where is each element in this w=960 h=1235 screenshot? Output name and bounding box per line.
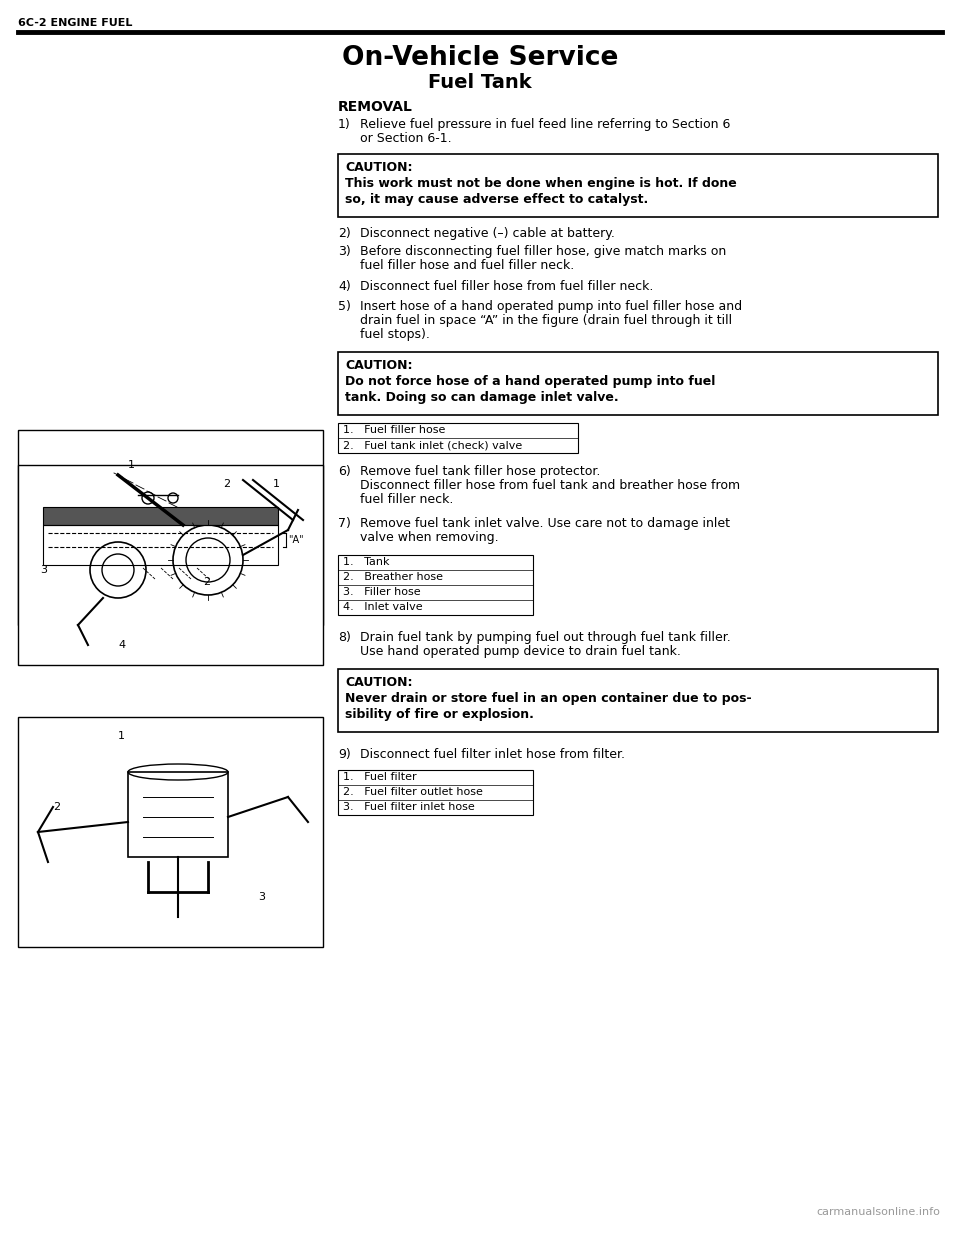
Text: so, it may cause adverse effect to catalyst.: so, it may cause adverse effect to catal… bbox=[345, 193, 648, 206]
Text: Do not force hose of a hand operated pump into fuel: Do not force hose of a hand operated pum… bbox=[345, 375, 715, 388]
Text: Never drain or store fuel in an open container due to pos-: Never drain or store fuel in an open con… bbox=[345, 692, 752, 705]
Bar bbox=[18, 430, 323, 625]
Text: 1: 1 bbox=[118, 731, 125, 741]
Text: fuel stops).: fuel stops). bbox=[360, 329, 430, 341]
Text: Use hand operated pump device to drain fuel tank.: Use hand operated pump device to drain f… bbox=[360, 645, 681, 658]
Text: carmanualsonline.info: carmanualsonline.info bbox=[816, 1207, 940, 1216]
Text: 8): 8) bbox=[338, 631, 350, 643]
Bar bbox=[18, 718, 323, 947]
Text: or Section 6-1.: or Section 6-1. bbox=[360, 132, 451, 144]
Bar bbox=[338, 669, 938, 732]
Text: Relieve fuel pressure in fuel feed line referring to Section 6: Relieve fuel pressure in fuel feed line … bbox=[360, 119, 731, 131]
Text: 3): 3) bbox=[338, 245, 350, 258]
Bar bbox=[338, 769, 533, 815]
Text: 2.   Breather hose: 2. Breather hose bbox=[343, 572, 443, 582]
Text: This work must not be done when engine is hot. If done: This work must not be done when engine i… bbox=[345, 177, 736, 190]
Text: sibility of fire or explosion.: sibility of fire or explosion. bbox=[345, 708, 534, 721]
Text: 9): 9) bbox=[338, 748, 350, 761]
Text: 1.   Fuel filter: 1. Fuel filter bbox=[343, 772, 417, 782]
Text: Insert hose of a hand operated pump into fuel filler hose and: Insert hose of a hand operated pump into… bbox=[360, 300, 742, 312]
Text: 7): 7) bbox=[338, 517, 350, 530]
Text: 1): 1) bbox=[338, 119, 350, 131]
Text: CAUTION:: CAUTION: bbox=[345, 161, 413, 174]
Text: 6): 6) bbox=[338, 466, 350, 478]
Text: drain fuel in space “A” in the figure (drain fuel through it till: drain fuel in space “A” in the figure (d… bbox=[360, 314, 732, 327]
Text: 2: 2 bbox=[203, 577, 210, 587]
Text: "A": "A" bbox=[288, 535, 303, 545]
Text: Before disconnecting fuel filler hose, give match marks on: Before disconnecting fuel filler hose, g… bbox=[360, 245, 727, 258]
Text: 1.   Tank: 1. Tank bbox=[343, 557, 390, 567]
Text: Disconnect fuel filter inlet hose from filter.: Disconnect fuel filter inlet hose from f… bbox=[360, 748, 625, 761]
Text: 1: 1 bbox=[128, 459, 135, 471]
Text: Fuel Tank: Fuel Tank bbox=[428, 73, 532, 91]
Text: 3.   Fuel filter inlet hose: 3. Fuel filter inlet hose bbox=[343, 802, 475, 811]
Bar bbox=[43, 525, 278, 564]
Text: 1.   Fuel filler hose: 1. Fuel filler hose bbox=[343, 425, 445, 435]
Text: 3: 3 bbox=[40, 564, 47, 576]
Text: On-Vehicle Service: On-Vehicle Service bbox=[342, 44, 618, 70]
Text: Remove fuel tank filler hose protector.: Remove fuel tank filler hose protector. bbox=[360, 466, 600, 478]
Text: 2.   Fuel filter outlet hose: 2. Fuel filter outlet hose bbox=[343, 787, 483, 797]
Text: 4.   Inlet valve: 4. Inlet valve bbox=[343, 601, 422, 613]
Bar bbox=[338, 424, 578, 453]
Bar bbox=[18, 466, 323, 664]
Text: REMOVAL: REMOVAL bbox=[338, 100, 413, 114]
Text: fuel filler hose and fuel filler neck.: fuel filler hose and fuel filler neck. bbox=[360, 259, 574, 272]
Text: Disconnect negative (–) cable at battery.: Disconnect negative (–) cable at battery… bbox=[360, 227, 614, 240]
Bar bbox=[338, 352, 938, 415]
Text: Remove fuel tank inlet valve. Use care not to damage inlet: Remove fuel tank inlet valve. Use care n… bbox=[360, 517, 730, 530]
Bar bbox=[128, 772, 228, 857]
Bar bbox=[338, 154, 938, 217]
Bar bbox=[43, 508, 278, 525]
Text: CAUTION:: CAUTION: bbox=[345, 676, 413, 689]
Text: 2: 2 bbox=[223, 479, 230, 489]
Text: Drain fuel tank by pumping fuel out through fuel tank filler.: Drain fuel tank by pumping fuel out thro… bbox=[360, 631, 731, 643]
Text: 4): 4) bbox=[338, 280, 350, 293]
Text: 4: 4 bbox=[118, 640, 125, 650]
Text: 3: 3 bbox=[258, 892, 265, 902]
Text: 2.   Fuel tank inlet (check) valve: 2. Fuel tank inlet (check) valve bbox=[343, 440, 522, 450]
Bar bbox=[338, 555, 533, 615]
Text: Disconnect fuel filler hose from fuel filler neck.: Disconnect fuel filler hose from fuel fi… bbox=[360, 280, 654, 293]
Text: valve when removing.: valve when removing. bbox=[360, 531, 498, 543]
Text: fuel filler neck.: fuel filler neck. bbox=[360, 493, 453, 506]
Text: 2): 2) bbox=[338, 227, 350, 240]
Text: 2: 2 bbox=[53, 802, 60, 811]
Text: 6C-2 ENGINE FUEL: 6C-2 ENGINE FUEL bbox=[18, 19, 132, 28]
Text: 5): 5) bbox=[338, 300, 350, 312]
Text: 3.   Filler hose: 3. Filler hose bbox=[343, 587, 420, 597]
Text: Disconnect filler hose from fuel tank and breather hose from: Disconnect filler hose from fuel tank an… bbox=[360, 479, 740, 492]
Text: tank. Doing so can damage inlet valve.: tank. Doing so can damage inlet valve. bbox=[345, 391, 618, 404]
Text: CAUTION:: CAUTION: bbox=[345, 359, 413, 372]
Text: 1: 1 bbox=[273, 479, 280, 489]
